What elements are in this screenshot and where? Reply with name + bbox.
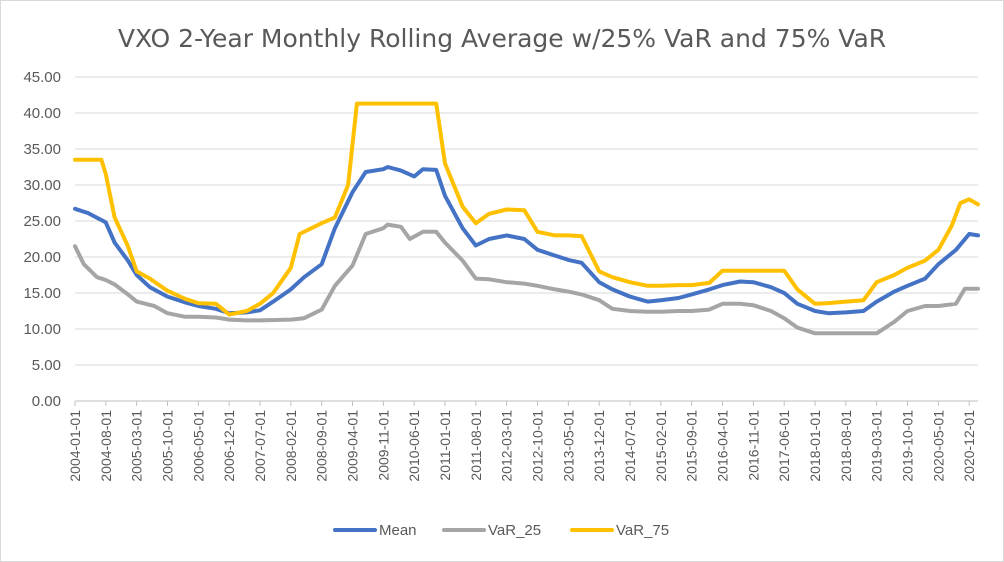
x-tick-label: 2006-05-01 [190, 410, 206, 482]
series-line-var-75 [73, 101, 980, 317]
x-tick-label: 2009-11-01 [375, 410, 391, 481]
legend-label: Mean [379, 522, 417, 539]
y-tick-label: 5.00 [32, 357, 61, 374]
series-line-var-25 [73, 222, 980, 336]
x-tick-label: 2017-06-01 [776, 410, 792, 482]
series-lines [73, 101, 980, 336]
x-tick-label: 2018-08-01 [838, 410, 854, 482]
x-tick-label: 2007-07-01 [252, 410, 268, 482]
x-tick-label: 2019-10-01 [900, 410, 916, 482]
x-tick-label: 2005-10-01 [160, 410, 176, 482]
x-tick-label: 2018-01-01 [807, 410, 823, 482]
x-tick-label: 2004-08-01 [98, 410, 114, 482]
y-tick-label: 45.00 [23, 69, 61, 86]
x-tick-label: 2020-05-01 [930, 410, 946, 482]
x-tick-label: 2020-12-01 [961, 410, 977, 482]
x-tick-label: 2014-07-01 [622, 410, 638, 482]
x-tick-label: 2005-03-01 [129, 410, 145, 482]
x-tick-label: 2013-12-01 [591, 410, 607, 482]
x-tick-label: 2006-12-01 [221, 410, 237, 482]
chart-title: VXO 2-Year Monthly Rolling Average w/25%… [118, 24, 886, 53]
y-axis: 0.00 5.00 10.00 15.00 20.00 25.00 30.00 35.00 40… [23, 69, 61, 410]
x-tick-label: 2015-02-01 [653, 410, 669, 482]
series-line-mean [73, 165, 980, 316]
legend-label: VaR_75 [616, 522, 669, 539]
legend: Mean VaR_25 VaR_75 [333, 522, 669, 539]
x-axis: 2004-01-01 2004-08-01 2005-03-01 2005-10-01… [67, 400, 978, 482]
x-tick-label: 2004-01-01 [67, 410, 83, 482]
y-tick-label: 15.00 [23, 285, 61, 302]
y-tick-label: 20.00 [23, 249, 61, 266]
x-tick-label: 2011-01-01 [437, 410, 453, 481]
y-tick-label: 10.00 [23, 321, 61, 338]
x-tick-label: 2016-11-01 [745, 410, 761, 481]
x-tick-label: 2012-10-01 [530, 410, 546, 482]
legend-label: VaR_25 [488, 522, 541, 539]
y-tick-label: 25.00 [23, 213, 61, 230]
x-tick-label: 2015-09-01 [684, 410, 700, 482]
y-tick-label: 35.00 [23, 141, 61, 158]
x-tick-label: 2010-06-01 [406, 410, 422, 482]
y-tick-label: 40.00 [23, 105, 61, 122]
x-tick-label: 2012-03-01 [499, 410, 515, 482]
x-tick-label: 2013-05-01 [560, 410, 576, 482]
gridlines [75, 76, 978, 366]
y-tick-label: 0.00 [32, 393, 61, 410]
x-tick-label: 2008-02-01 [283, 410, 299, 482]
x-tick-label: 2016-04-01 [715, 410, 731, 482]
x-tick-label: 2009-04-01 [345, 410, 361, 482]
x-tick-label: 2011-08-01 [468, 410, 484, 481]
y-tick-label: 30.00 [23, 177, 61, 194]
x-tick-label: 2019-03-01 [869, 410, 885, 482]
x-tick-label: 2008-09-01 [314, 410, 330, 482]
